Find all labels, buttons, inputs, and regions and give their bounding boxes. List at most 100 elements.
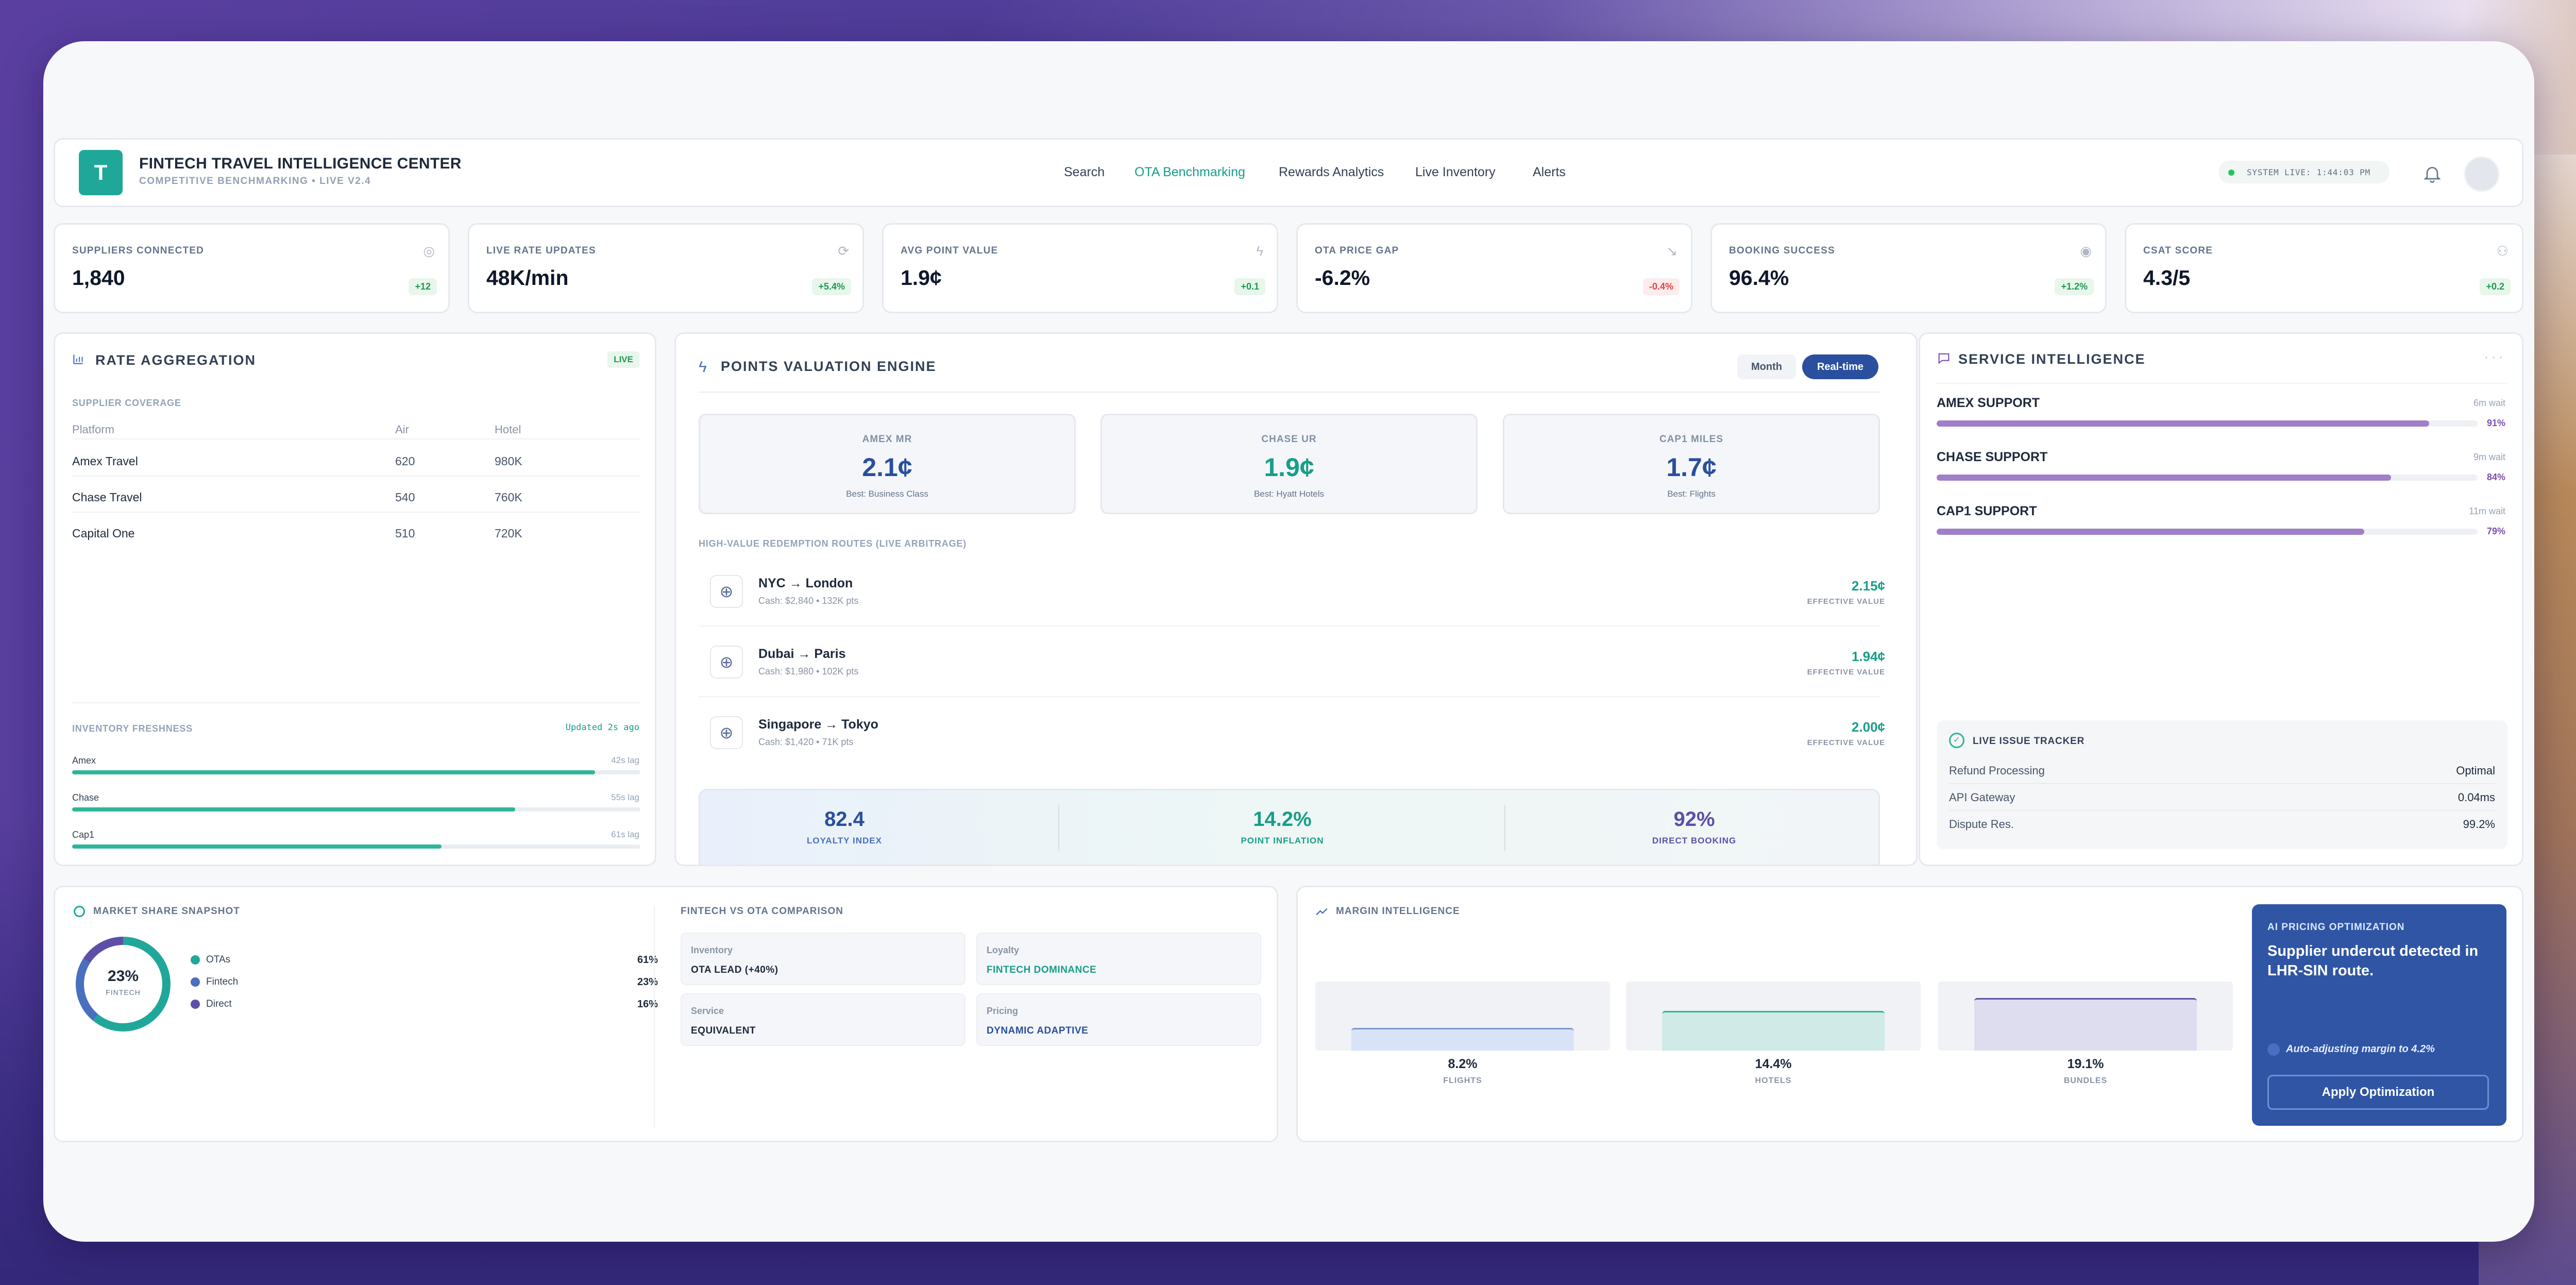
route-rate: 2.15¢: [1851, 578, 1885, 594]
points-valuation-panel: ϟ POINTS VALUATION ENGINE Month Real-tim…: [674, 332, 1918, 866]
supplier-wait: 9m wait: [2473, 452, 2505, 462]
tab-realtime[interactable]: Real-time: [1802, 354, 1878, 379]
supplier-wait: 6m wait: [2473, 398, 2505, 408]
card-label: CHASE UR: [1261, 434, 1317, 445]
ai-pricing-card: AI PRICING OPTIMIZATION Supplier undercu…: [2252, 904, 2506, 1126]
comparison-value: OTA LEAD (+40%): [691, 965, 778, 975]
globe-icon: ⊕: [710, 646, 743, 679]
card-value: 2.1¢: [862, 453, 912, 482]
cell-platform: Amex Travel: [72, 454, 138, 468]
stat-label: DIRECT BOOKING: [1652, 836, 1737, 846]
legend-dot-otas: [191, 955, 200, 965]
comparison-loyalty: Loyalty FINTECH DOMINANCE: [976, 933, 1261, 985]
cell-air: 540: [395, 491, 415, 504]
route-name: Dubai → Paris: [758, 647, 846, 661]
trend-down-icon: ↘: [1666, 243, 1677, 259]
donut-segment-direct: [76, 937, 171, 1032]
nav-search[interactable]: Search: [1064, 165, 1105, 179]
comparison-value: FINTECH DOMINANCE: [987, 965, 1097, 975]
panel-title: SERVICE INTELLIGENCE: [1958, 351, 2146, 367]
freshness-lag: 42s lag: [611, 755, 639, 765]
legend-label: OTAs: [206, 954, 231, 965]
kpi-delta: +0.2: [2480, 278, 2511, 295]
freshness-lag: 55s lag: [611, 792, 639, 802]
legend-pct: 16%: [637, 999, 658, 1010]
route-cash: Cash: $2,840 • 132K pts: [758, 596, 859, 606]
margin-bar-flights: [1351, 1028, 1574, 1051]
nav-rewards-analytics[interactable]: Rewards Analytics: [1279, 165, 1384, 179]
donut-center-value: 23%: [107, 968, 139, 985]
kpi-ota-price-gap: OTA PRICE GAP -6.2% ↘ -0.4%: [1296, 223, 1692, 313]
kpi-value: 4.3/5: [2143, 266, 2191, 290]
more-icon[interactable]: ···: [2484, 348, 2505, 365]
kpi-label: SUPPLIERS CONNECTED: [72, 245, 205, 256]
card-sub: Best: Flights: [1667, 489, 1716, 499]
check-circle-icon: ✓: [1949, 733, 1964, 748]
support-bar-chase: [1937, 475, 2391, 481]
legend-dot-direct: [191, 1000, 200, 1009]
route-cash: Cash: $1,420 • 71K pts: [758, 737, 854, 747]
market-share-panel: MARKET SHARE SNAPSHOT 23% FINTECH OTAs 6…: [54, 886, 1278, 1142]
route-rate: 2.00¢: [1851, 719, 1885, 735]
supplier-name: CHASE SUPPORT: [1937, 450, 2048, 464]
cell-air: 620: [395, 454, 415, 468]
donut-segment-fintech: [76, 937, 171, 1032]
comparison-key: Loyalty: [987, 945, 1020, 955]
nav-live-inventory[interactable]: Live Inventory: [1415, 165, 1496, 179]
freshness-label: INVENTORY FRESHNESS: [72, 723, 193, 734]
cell-hotel: 720K: [495, 527, 522, 540]
kpi-avg-point-value: AVG POINT VALUE 1.9¢ ϟ +0.1: [882, 223, 1278, 313]
card-sub: Best: Hyatt Hotels: [1253, 489, 1325, 499]
kpi-value: -6.2%: [1315, 266, 1370, 290]
tracker-value: 0.04ms: [2458, 791, 2495, 804]
margin-column-flights: [1315, 982, 1610, 1051]
kpi-booking-success: BOOKING SUCCESS 96.4% ◉ +1.2%: [1710, 223, 2107, 313]
app-logo: T: [79, 150, 123, 195]
spinner-icon: [2267, 1043, 2280, 1056]
tab-month[interactable]: Month: [1737, 354, 1796, 379]
freshness-updated: Updated 2s ago: [565, 722, 639, 733]
nav-ota-benchmarking[interactable]: OTA Benchmarking: [1134, 165, 1245, 179]
margin-label: FLIGHTS: [1443, 1076, 1482, 1085]
margin-value: 14.4%: [1755, 1057, 1792, 1071]
apply-optimization-button[interactable]: Apply Optimization: [2267, 1075, 2489, 1110]
kpi-live-rate-updates: LIVE RATE UPDATES 48K/min ⟳ +5.4%: [468, 223, 864, 313]
comparison-value: EQUIVALENT: [691, 1025, 756, 1036]
tracker-key: API Gateway: [1949, 791, 2015, 804]
panel-title: POINTS VALUATION ENGINE: [721, 359, 937, 374]
kpi-value: 48K/min: [486, 266, 569, 290]
app-title: FINTECH TRAVEL INTELLIGENCE CENTER: [139, 155, 462, 172]
refresh-icon: ⟳: [838, 243, 849, 259]
comparison-inventory: Inventory OTA LEAD (+40%): [681, 933, 965, 985]
bell-icon[interactable]: [2422, 163, 2443, 184]
margin-label: HOTELS: [1755, 1076, 1792, 1085]
legend-label: Fintech: [206, 976, 239, 987]
top-bar: T FINTECH TRAVEL INTELLIGENCE CENTER COM…: [54, 138, 2523, 207]
kpi-value: 1,840: [72, 266, 125, 290]
margin-bar-hotels: [1662, 1011, 1885, 1051]
tracker-value: Optimal: [2456, 764, 2495, 777]
freshness-lag: 61s lag: [611, 830, 639, 839]
comparison-pricing: Pricing DYNAMIC ADAPTIVE: [976, 993, 1261, 1046]
freshness-name: Amex: [72, 755, 96, 766]
route-rate: 1.94¢: [1851, 649, 1885, 664]
comparison-value: DYNAMIC ADAPTIVE: [987, 1025, 1089, 1036]
cell-air: 510: [395, 527, 415, 540]
kpi-delta: +5.4%: [812, 278, 851, 295]
app-subtitle: COMPETITIVE BENCHMARKING • LIVE V2.4: [139, 176, 371, 187]
stat-label: POINT INFLATION: [1241, 836, 1324, 846]
avatar[interactable]: [2464, 156, 2500, 192]
market-share-donut: [76, 937, 171, 1032]
stat-value: 14.2%: [1253, 808, 1312, 831]
nav-alerts[interactable]: Alerts: [1533, 165, 1566, 179]
kpi-suppliers-connected: SUPPLIERS CONNECTED 1,840 ◎ +12: [54, 223, 450, 313]
bolt-icon: ϟ: [699, 359, 707, 376]
kpi-label: AVG POINT VALUE: [901, 245, 998, 256]
legend-label: Direct: [206, 999, 232, 1009]
route-name: Singapore → Tokyo: [758, 717, 878, 732]
route-name: NYC → London: [758, 576, 853, 590]
cell-hotel: 980K: [495, 454, 522, 468]
support-bar-amex: [1937, 420, 2429, 427]
bar-chart-icon: [73, 354, 83, 364]
kpi-label: BOOKING SUCCESS: [1729, 245, 1835, 256]
